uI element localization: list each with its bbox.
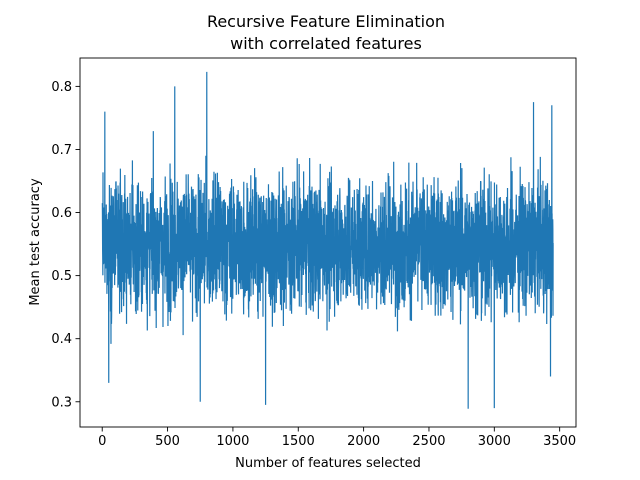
y-axis-label: Mean test accuracy bbox=[28, 178, 43, 306]
chart-title-line-1: Recursive Feature Elimination bbox=[207, 12, 445, 31]
x-tick-label: 1000 bbox=[216, 434, 249, 449]
x-axis-ticks: 0 500 1000 1500 2000 2500 3000 3500 bbox=[98, 427, 576, 449]
x-tick-label: 1500 bbox=[282, 434, 315, 449]
y-tick-label: 0.6 bbox=[51, 206, 72, 221]
y-tick-label: 0.7 bbox=[51, 143, 72, 158]
x-tick-label: 2000 bbox=[347, 434, 380, 449]
y-tick-label: 0.4 bbox=[51, 332, 72, 347]
chart-title: Recursive Feature Elimination with corre… bbox=[207, 12, 445, 53]
x-tick-label: 500 bbox=[155, 434, 180, 449]
y-tick-label: 0.5 bbox=[51, 269, 72, 284]
axes-frame bbox=[79, 57, 577, 428]
y-axis-ticks: 0.3 0.4 0.5 0.6 0.7 0.8 bbox=[51, 80, 80, 410]
x-tick-label: 2500 bbox=[412, 434, 445, 449]
x-tick-label: 3000 bbox=[478, 434, 511, 449]
y-tick-label: 0.8 bbox=[51, 80, 72, 95]
x-axis-label: Number of features selected bbox=[235, 456, 421, 471]
y-tick-label: 0.3 bbox=[51, 395, 72, 410]
plot-area bbox=[101, 71, 554, 409]
chart-title-line-2: with correlated features bbox=[230, 34, 422, 53]
x-tick-label: 3500 bbox=[543, 434, 576, 449]
series-line-accuracy bbox=[101, 71, 554, 409]
x-tick-label: 0 bbox=[98, 434, 106, 449]
